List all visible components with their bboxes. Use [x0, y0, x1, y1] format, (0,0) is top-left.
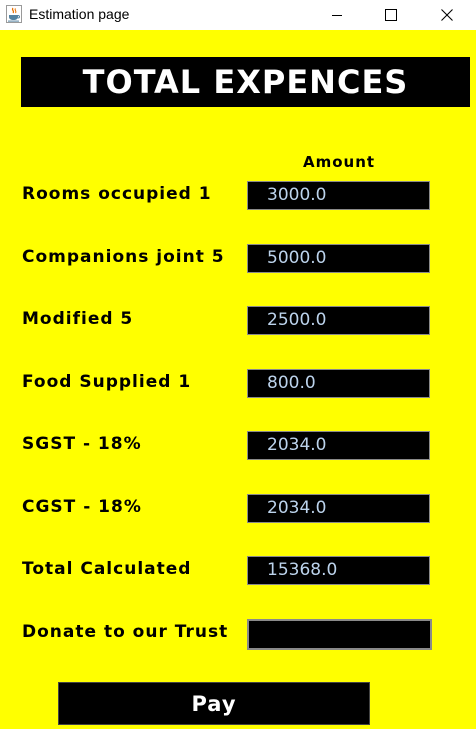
amount-value: 3000.0	[267, 185, 327, 205]
amount-field-rooms-occupied: 3000.0	[247, 181, 430, 210]
java-cup-icon	[6, 5, 22, 23]
row-label-sgst: SGST - 18%	[22, 434, 142, 454]
row-label-food-supplied: Food Supplied 1	[22, 372, 192, 392]
amount-value: 15368.0	[267, 560, 338, 580]
window-title: Estimation page	[29, 6, 130, 22]
minimize-icon	[332, 15, 342, 16]
maximize-icon	[385, 9, 397, 21]
amount-field-sgst: 2034.0	[247, 431, 430, 460]
row-label-total-calculated: Total Calculated	[22, 559, 192, 579]
row-label-modified: Modified 5	[22, 309, 134, 329]
amount-field-companions-joint: 5000.0	[247, 244, 430, 273]
donate-input[interactable]	[247, 619, 432, 650]
amount-value: 800.0	[267, 373, 316, 393]
donate-label: Donate to our Trust	[22, 622, 229, 642]
amount-value: 2034.0	[267, 498, 327, 518]
amount-column-header: Amount	[303, 153, 376, 171]
amount-field-total-calculated: 15368.0	[247, 556, 430, 585]
close-button[interactable]	[424, 0, 470, 30]
maximize-button[interactable]	[368, 0, 414, 30]
amount-value: 2034.0	[267, 435, 327, 455]
row-label-rooms-occupied: Rooms occupied 1	[22, 184, 212, 204]
amount-value: 2500.0	[267, 310, 327, 330]
minimize-button[interactable]	[314, 0, 360, 30]
amount-value: 5000.0	[267, 248, 327, 268]
row-label-companions-joint: Companions joint 5	[22, 247, 225, 267]
amount-field-food-supplied: 800.0	[247, 369, 430, 398]
amount-field-modified: 2500.0	[247, 306, 430, 335]
pay-button[interactable]: Pay	[58, 682, 370, 725]
amount-field-cgst: 2034.0	[247, 494, 430, 523]
title-bar[interactable]: Estimation page	[0, 0, 476, 30]
close-icon	[441, 9, 453, 21]
page-title: TOTAL EXPENCES	[21, 57, 470, 107]
row-label-cgst: CGST - 18%	[22, 497, 142, 517]
